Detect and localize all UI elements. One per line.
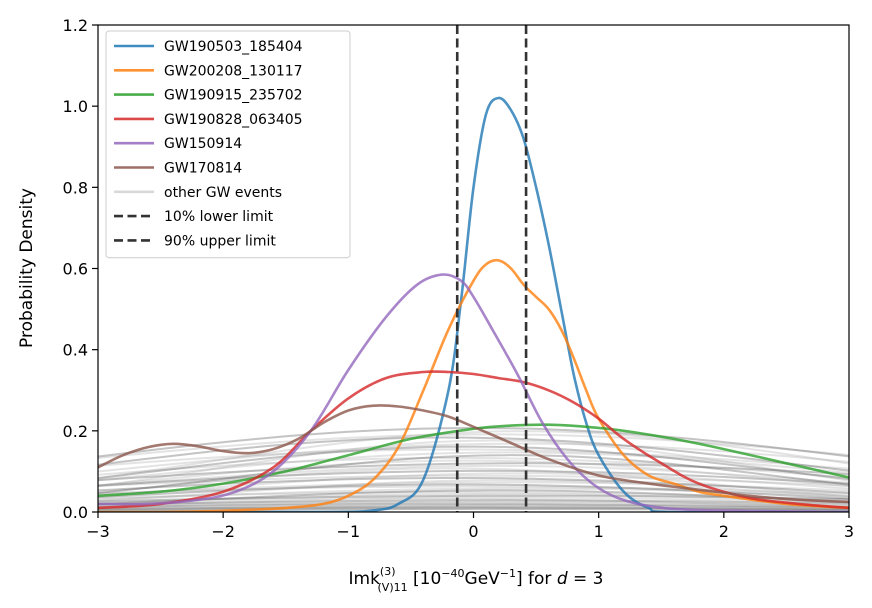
other-event-line xyxy=(98,500,849,509)
legend-label: 10% lower limit xyxy=(164,209,274,225)
y-tick-label: 1.0 xyxy=(63,97,88,116)
other-event-line xyxy=(98,504,849,511)
other-event-line xyxy=(98,472,849,497)
y-tick-label: 0.8 xyxy=(63,178,88,197)
other-event-line xyxy=(98,430,849,479)
other-event-line xyxy=(98,451,849,482)
other-event-line xyxy=(98,481,849,495)
other-event-line xyxy=(98,445,849,481)
legend-label: GW190828_063405 xyxy=(164,112,303,128)
other-event-line xyxy=(98,442,849,473)
legend-label: GW200208_130117 xyxy=(164,63,303,79)
other-event-line xyxy=(98,456,849,479)
other-event-line xyxy=(98,503,849,509)
other-events-layer xyxy=(98,426,849,512)
other-event-line xyxy=(98,493,849,504)
other-event-line xyxy=(98,469,849,487)
legend-label: GW190915_235702 xyxy=(164,88,303,104)
other-event-line xyxy=(98,506,849,511)
series-line-gw190915_235702 xyxy=(98,423,849,498)
x-tick-label: 3 xyxy=(844,522,854,541)
other-event-line xyxy=(98,485,849,495)
series-line-gw190503_185404 xyxy=(98,96,849,512)
limit-lines-layer xyxy=(455,25,528,512)
series-line-gw150914 xyxy=(98,273,849,512)
other-event-line xyxy=(98,507,849,511)
x-tick-label: 2 xyxy=(719,522,729,541)
legend-label: GW170814 xyxy=(164,161,242,177)
x-tick-label: −3 xyxy=(86,522,110,541)
x-tick-label: −2 xyxy=(211,522,235,541)
legend-box xyxy=(105,30,351,259)
other-event-line xyxy=(98,502,849,507)
legend-label: GW190503_185404 xyxy=(164,39,303,55)
x-tick-label: −1 xyxy=(337,522,361,541)
x-axis-label: Imk(3) (V)11 [10−40GeV−1] for d = 3 xyxy=(349,565,604,594)
other-event-line xyxy=(98,496,849,505)
y-tick-label: 0.2 xyxy=(63,422,88,441)
legend: GW190503_185404 GW200208_130117 GW190915_2… xyxy=(105,30,351,259)
y-tick-label: 1.2 xyxy=(63,16,88,35)
legend-label: GW150914 xyxy=(164,136,242,152)
x-axis-ticks: −3 −2 −1 0 1 2 3 xyxy=(86,512,854,541)
other-event-line xyxy=(98,499,849,506)
other-event-line xyxy=(98,506,849,510)
series-line-gw190828_063405 xyxy=(98,370,849,510)
other-event-line xyxy=(98,474,849,487)
series-line-gw170814 xyxy=(98,404,849,504)
other-event-line xyxy=(98,433,849,459)
x-tick-label: 0 xyxy=(468,522,478,541)
other-event-line xyxy=(98,454,849,494)
series-line-gw200208_130117 xyxy=(98,258,849,512)
y-axis-ticks: 0.0 0.2 0.4 0.6 0.8 1.0 1.2 xyxy=(63,16,98,522)
y-axis-label: Probability Density xyxy=(17,188,37,348)
y-tick-label: 0.4 xyxy=(63,341,88,360)
legend-label: 90% upper limit xyxy=(164,233,276,249)
other-event-line xyxy=(98,462,849,482)
x-tick-label: 1 xyxy=(594,522,604,541)
other-event-line xyxy=(98,505,849,510)
other-event-line xyxy=(98,464,849,487)
other-event-line xyxy=(98,448,849,470)
other-event-line xyxy=(98,497,849,508)
legend-label: other GW events xyxy=(164,185,282,201)
series-layer xyxy=(98,96,849,512)
other-event-line xyxy=(98,467,849,498)
other-event-line xyxy=(98,459,849,488)
y-tick-label: 0.0 xyxy=(63,503,88,522)
other-event-line xyxy=(98,439,849,487)
y-tick-label: 0.6 xyxy=(63,260,88,279)
